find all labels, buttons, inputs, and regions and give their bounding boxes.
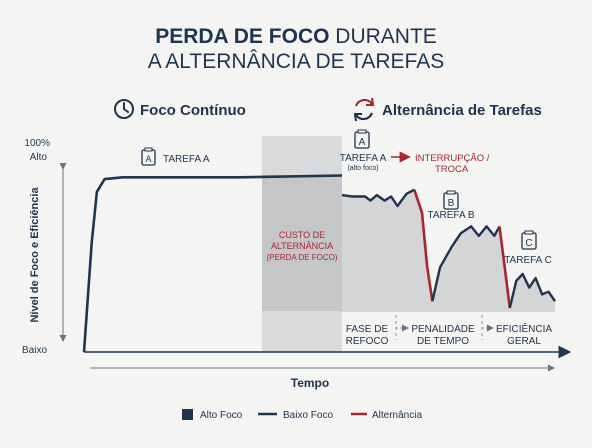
task-b-label: TAREFA B (427, 210, 474, 221)
badge-b: B (448, 198, 455, 209)
phase-penalty-1: PENALIDADE (411, 324, 475, 335)
legend: Alto Foco Baixo Foco Alternância (182, 409, 422, 421)
y-tick-bottom: Baixo (22, 345, 47, 356)
phase-refocus-2: REFOCO (346, 336, 389, 347)
task-b-fill (432, 226, 510, 312)
section-left-label: Foco Contínuo (140, 102, 246, 119)
phase-efficiency-1: EFICIÊNCIA (496, 322, 552, 335)
y-tick-top-pct: 100% (24, 138, 50, 149)
task-c-fill (509, 274, 555, 312)
legend-label-switch: Alternância (372, 410, 422, 421)
clipboard-icon: C (521, 230, 537, 250)
task-a-line (341, 188, 415, 208)
switch-arrows-icon (353, 97, 375, 122)
legend-item-low-focus: Baixo Foco (258, 410, 333, 421)
cost-label-1: CUSTO DE (279, 230, 325, 240)
phase-refocus-1: FASE DE (346, 324, 389, 335)
y-axis-label: Nível de Foco e Eficiência (29, 187, 41, 323)
title-line1-rest: DURANTE (329, 25, 437, 48)
phase-efficiency-2: GERAL (507, 336, 541, 347)
section-left-header: Foco Contínuo (114, 99, 246, 119)
task-a-right-sub: (alto foco) (347, 165, 378, 172)
task-b-annotation: TAREFA B B (427, 190, 475, 221)
switch1-line (413, 189, 434, 302)
switch-cost-band-inner (262, 175, 342, 311)
badge-a-right: A (359, 137, 366, 148)
legend-item-high-focus: Alto Foco (182, 409, 243, 421)
clipboard-icon: B (443, 190, 459, 210)
title-line2: A ALTERNÂNCIA DE TAREFAS (147, 50, 445, 73)
phase-penalty-2: DE TEMPO (417, 336, 469, 347)
section-right-label: Alternância de Tarefas (382, 102, 542, 119)
task-a-fill (342, 189, 433, 312)
legend-swatch-square (182, 409, 193, 420)
legend-item-switching: Alternância (351, 410, 422, 421)
interruption-label-1: INTERRUPÇÃO / (415, 153, 490, 164)
x-axis-label: Tempo (291, 376, 329, 390)
task-c-label: TAREFA C (504, 255, 552, 266)
cost-label-3: (PERDA DE FOCO) (266, 253, 337, 262)
x-axis: Tempo (84, 345, 572, 390)
clipboard-icon: A (354, 129, 370, 149)
title-line1-bold: PERDA DE FOCO (155, 25, 330, 48)
task-a-right-label: TAREFA A (340, 153, 387, 164)
badge-a-left: A (145, 154, 151, 164)
chart-title: PERDA DE FOCO DURANTE A ALTERNÂNCIA DE T… (0, 24, 592, 74)
task-c-line (508, 272, 556, 309)
badge-c: C (525, 238, 532, 249)
phase-labels: FASE DE REFOCO PENALIDADE DE TEMPO EFICI… (346, 315, 552, 347)
switch-cost-annotation: CUSTO DE ALTERNÂNCIA (PERDA DE FOCO) (266, 230, 337, 262)
cost-label-2: ALTERNÂNCIA (271, 241, 333, 251)
interruption-annotation: INTERRUPÇÃO / TROCA (391, 151, 490, 175)
legend-label-high: Alto Foco (200, 410, 243, 421)
task-a-left-annotation: A TAREFA A (141, 147, 210, 166)
task-a-right-annotation: A TAREFA A (alto foco) (340, 129, 387, 172)
switch2-line (498, 226, 512, 309)
clock-icon (114, 99, 134, 119)
legend-label-low: Baixo Foco (283, 410, 333, 421)
task-c-annotation: C TAREFA C (504, 230, 552, 266)
clipboard-icon: A (141, 147, 156, 166)
section-right-header: Alternância de Tarefas (353, 97, 542, 122)
task-b-line (431, 225, 501, 302)
task-a-left-label: TAREFA A (163, 154, 210, 165)
y-axis: 100% Alto Baixo Nível de Foco e Eficiênc… (22, 138, 67, 356)
continuous-focus-line (82, 174, 343, 353)
y-tick-top: Alto (30, 152, 48, 163)
interruption-label-2: TROCA (435, 164, 469, 175)
